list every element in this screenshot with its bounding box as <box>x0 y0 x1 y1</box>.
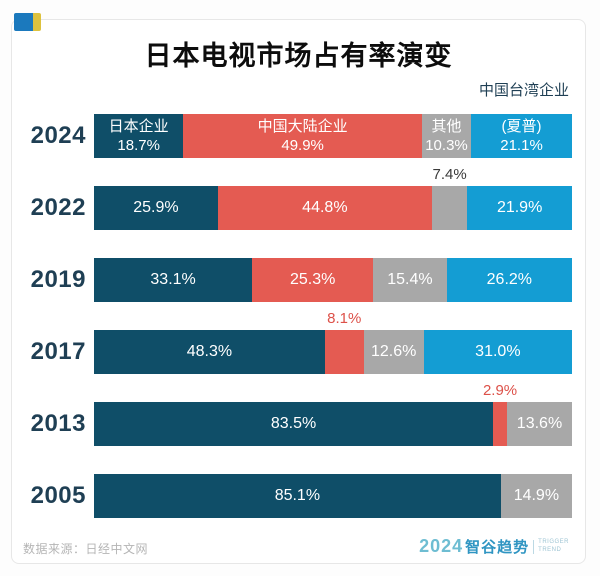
year-label: 2022 <box>30 194 86 221</box>
segment-value-label: 15.4% <box>387 270 433 288</box>
bar-segment-japan: 日本企业 18.7% <box>94 114 184 158</box>
bar-segment-other: 15.4% <box>373 258 447 302</box>
brand-corner-icon-yellow <box>33 13 41 31</box>
bar-segment-japan: 85.1% <box>94 474 501 518</box>
year-label: 2013 <box>30 410 86 437</box>
publisher-logo-name: 智谷趋势 <box>465 539 530 556</box>
stacked-bar: 85.1% 14.9% <box>94 474 572 518</box>
bar-segment-china_mainland <box>493 402 507 446</box>
segment-value-label: 44.8% <box>302 198 348 216</box>
segment-series-label: 中国大陆企业 <box>257 117 348 135</box>
bar-segment-other: 其他 10.3% <box>421 114 472 158</box>
chart-row-2024: 2024 日本企业 18.7% 中国大陆企业 49.9% 其他 10.3% (夏普) 21.1% <box>16 114 572 158</box>
bar-segment-taiwan: 31.0% <box>423 330 572 374</box>
bar-segment-taiwan: 21.9% <box>467 186 572 230</box>
segment-value-label: 25.9% <box>133 198 179 216</box>
stacked-bar: 25.9% 44.8% 7.4% 21.9% <box>94 166 572 230</box>
brand-corner-icon-blue <box>14 13 33 31</box>
callout-value-label: 2.9% <box>482 382 518 399</box>
segment-value-label: 48.3% <box>186 342 233 360</box>
brand-corner-icon <box>14 13 41 31</box>
bar-segment-china_mainland: 25.3% <box>252 258 374 302</box>
chart-row-2019: 2019 33.1% 25.3% 15.4% 26.2% <box>16 258 572 302</box>
publisher-logo-tagline: TRIGGER TREND <box>538 539 569 555</box>
year-label: 2024 <box>30 122 86 149</box>
segment-value-label: 18.7% <box>117 137 160 154</box>
bar-segment-other <box>431 186 468 230</box>
segment-value-label: 10.3% <box>425 137 468 154</box>
publisher-logo-tagline-top: TRIGGER <box>538 538 569 545</box>
segment-value-label: 12.6% <box>370 342 417 360</box>
bar-segment-other: 14.9% <box>500 474 572 518</box>
segment-value-label: 85.1% <box>274 486 321 504</box>
bar-segment-japan: 33.1% <box>94 258 253 302</box>
bar-segment-japan: 48.3% <box>94 330 325 374</box>
segment-value-label: 31.0% <box>475 342 521 360</box>
year-label: 2017 <box>30 338 86 365</box>
segment-value-label: 26.2% <box>486 270 533 288</box>
data-source-label: 数据来源：日经中文网 <box>23 542 149 556</box>
footer: 数据来源：日经中文网 2024 智谷趋势 TRIGGER TREND <box>23 536 569 557</box>
stacked-bar: 83.5% 2.9% 13.6% <box>94 382 572 446</box>
callout-value-label: 7.4% <box>432 166 467 183</box>
segment-value-label: 13.6% <box>516 414 563 432</box>
stacked-bar: 48.3% 8.1% 12.6% 31.0% <box>94 310 572 374</box>
segment-value-label: 83.5% <box>270 414 317 432</box>
segment-series-label: 日本企业 <box>108 117 169 135</box>
stacked-bar: 日本企业 18.7% 中国大陆企业 49.9% 其他 10.3% (夏普) 21.1% <box>94 114 572 158</box>
bar-segment-japan: 25.9% <box>94 186 218 230</box>
bar-segment-taiwan: 26.2% <box>446 258 572 302</box>
bar-segment-china_mainland: 44.8% <box>217 186 432 230</box>
segment-series-label: 其他 <box>431 117 462 135</box>
segment-value-label: 25.3% <box>289 270 336 288</box>
year-label: 2005 <box>30 482 86 509</box>
segment-value-label: 21.1% <box>500 137 543 154</box>
chart-row-2005: 2005 85.1% 14.9% <box>16 474 572 518</box>
segment-series-label: (夏普) <box>501 117 542 135</box>
chart-title: 日本电视市场占有率演变 <box>144 41 453 71</box>
bar-segment-taiwan: (夏普) 21.1% <box>471 114 572 158</box>
bar-segment-japan: 83.5% <box>94 402 494 446</box>
publisher-logo-tagline-bottom: TREND <box>538 546 562 553</box>
chart-card: 日本电视市场占有率演变 中国台湾企业 2024 日本企业 18.7% 中国大陆企业 49… <box>11 19 586 564</box>
bar-segment-other: 12.6% <box>363 330 424 374</box>
segment-value-label: 14.9% <box>513 486 560 504</box>
publisher-logo-divider <box>533 539 535 554</box>
chart-row-2017: 2017 48.3% 8.1% 12.6% 31.0% <box>16 310 572 374</box>
callout-value-label: 8.1% <box>327 310 362 327</box>
chart-row-2013: 2013 83.5% 2.9% 13.6% <box>16 382 572 446</box>
taiwan-series-label: 中国台湾企业 <box>478 82 569 99</box>
segment-value-label: 33.1% <box>150 270 196 288</box>
chart-row-2022: 2022 25.9% 44.8% 7.4% 21.9% <box>16 166 572 230</box>
bar-segment-other: 13.6% <box>506 402 572 446</box>
stacked-bar: 33.1% 25.3% 15.4% 26.2% <box>94 258 572 302</box>
publisher-logo: 2024 智谷趋势 TRIGGER TREND <box>419 536 569 557</box>
publisher-logo-year: 2024 <box>419 536 464 556</box>
bar-segment-china_mainland <box>324 330 364 374</box>
year-label: 2019 <box>30 266 86 293</box>
bar-segment-china_mainland: 中国大陆企业 49.9% <box>183 114 422 158</box>
segment-value-label: 21.9% <box>496 198 543 216</box>
chart-rows: 2024 日本企业 18.7% 中国大陆企业 49.9% 其他 10.3% (夏普) 21.1%… <box>12 114 585 518</box>
segment-value-label: 49.9% <box>281 137 324 154</box>
